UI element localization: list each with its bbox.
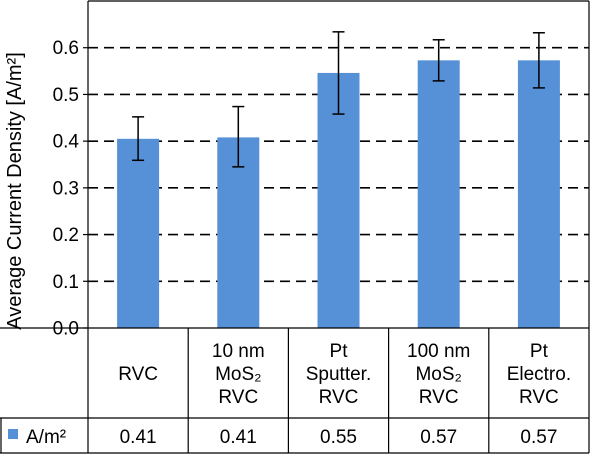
x-category-label: RVC — [519, 387, 559, 408]
bar — [517, 60, 560, 328]
legend-label: A/m² — [26, 427, 66, 448]
x-category-label: MoS₂ — [215, 364, 261, 385]
bar — [117, 138, 160, 328]
y-tick-label: 0.2 — [53, 225, 79, 246]
y-tick-label: 0.1 — [53, 272, 79, 293]
y-tick-label: 0.4 — [53, 132, 80, 153]
bar — [317, 72, 360, 328]
x-category-label: RVC — [319, 387, 359, 408]
x-category-label: 100 nm — [407, 341, 470, 362]
x-category-label: RVC — [218, 387, 258, 408]
gridlines — [87, 0, 590, 328]
data-value-label: 0.55 — [320, 427, 357, 448]
y-tick-label: 0.0 — [53, 319, 79, 340]
y-tick-label: 0.5 — [53, 85, 79, 106]
x-category-label: Pt — [530, 341, 549, 362]
x-category-label: RVC — [419, 387, 459, 408]
x-category-label: Sputter. — [306, 364, 372, 385]
x-category-label: RVC — [118, 364, 158, 385]
x-category-label: 10 nm — [212, 341, 265, 362]
data-value-label: 0.57 — [420, 427, 457, 448]
data-value-label: 0.41 — [120, 427, 157, 448]
bar — [417, 60, 460, 328]
error-bars — [132, 31, 545, 168]
y-tick-label: 0.3 — [53, 178, 79, 199]
data-value-label: 0.41 — [220, 427, 257, 448]
y-tick-label: 0.6 — [53, 38, 79, 59]
x-category-label: Electro. — [507, 364, 571, 385]
y-axis-label: Average Current Density [A/m²] — [4, 52, 26, 330]
legend-swatch — [8, 429, 18, 439]
data-value-label: 0.57 — [520, 427, 557, 448]
x-category-label: MoS₂ — [415, 364, 461, 385]
x-category-label: Pt — [330, 341, 349, 362]
bar — [217, 137, 260, 328]
y-tick-labels: 0.0 0.1 0.2 0.3 0.4 0.5 0.6 — [53, 38, 88, 340]
bars — [117, 60, 560, 328]
